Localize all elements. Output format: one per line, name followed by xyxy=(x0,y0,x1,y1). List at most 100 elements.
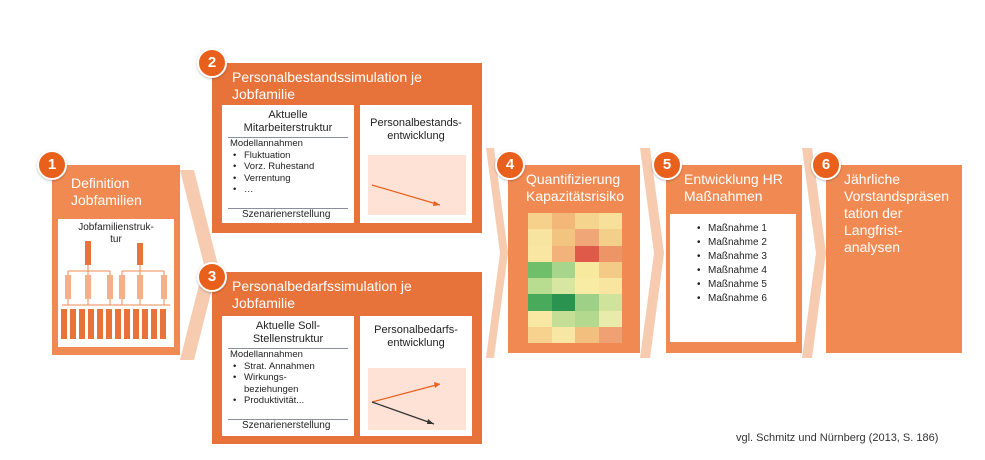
heatmap-cell xyxy=(598,213,622,230)
arrowhead xyxy=(433,201,440,206)
step-1-box: Definition Jobfamilien Jobfamilienstruk-… xyxy=(52,165,180,355)
heatmap-cell xyxy=(551,294,575,311)
heatmap-cell xyxy=(528,310,552,327)
step-1-badge: 1 xyxy=(37,150,67,180)
measure-item: Maßnahme 2 xyxy=(697,236,767,250)
heatmap-cell xyxy=(528,294,552,311)
personnel-stock-chart xyxy=(368,155,466,215)
heatmap-cell xyxy=(598,261,622,278)
measure-item: Maßnahme 1 xyxy=(697,222,767,236)
step-3-scenario-label: Szenarienerstellung xyxy=(242,420,331,431)
step-3-right-panel: Personalbedarfs- entwicklung xyxy=(360,316,472,436)
divider xyxy=(228,208,348,209)
measure-item: Maßnahme 3 xyxy=(697,250,767,264)
measure-item: Maßnahme 6 xyxy=(697,292,767,306)
step-5-box: Entwicklung HR Maßnahmen Maßnahme 1 Maßn… xyxy=(666,165,802,353)
step-3-left-panel: Aktuelle Soll- Stellenstruktur Modellann… xyxy=(222,316,354,436)
heatmap-cell xyxy=(528,261,552,278)
heatmap-cell xyxy=(598,326,622,343)
step-3-title: Personalbedarfssimulation je Jobfamilie xyxy=(232,278,412,311)
step-3-assumptions: Modellannahmen Strat. Annahmen Wirkungs-… xyxy=(230,349,315,407)
assumption-item: Fluktuation xyxy=(233,150,314,162)
step-6-box: Jährliche Vorstandspräsen tation der Lan… xyxy=(826,165,962,353)
step-2-title: Personalbestandssimulation je Jobfamilie xyxy=(232,69,422,102)
heatmap-cell xyxy=(551,245,575,262)
step-2-right-panel: Personalbestands- entwicklung xyxy=(360,105,472,223)
heatmap-cell xyxy=(528,245,552,262)
citation: vgl. Schmitz und Nürnberg (2013, S. 186) xyxy=(736,432,939,444)
arrowhead xyxy=(434,382,440,388)
heatmap-cell xyxy=(551,278,575,295)
capacity-risk-heatmap xyxy=(528,213,622,343)
divider xyxy=(228,419,348,420)
assumption-item: Strat. Annahmen xyxy=(233,361,315,373)
heatmap-cell xyxy=(575,310,599,327)
step-2-badge: 2 xyxy=(197,48,227,78)
step-2-left-header: Aktuelle Mitarbeiterstruktur xyxy=(243,109,333,134)
heatmap-cell xyxy=(598,245,622,262)
step-2-right-header: Personalbestands- entwicklung xyxy=(370,117,462,142)
step-6-title: Jährliche Vorstandspräsen tation der Lan… xyxy=(844,171,950,255)
heatmap-cell xyxy=(551,261,575,278)
heatmap-cell xyxy=(575,229,599,246)
assumption-item: … xyxy=(233,184,314,196)
step-3-right-header: Personalbedarfs- entwicklung xyxy=(374,324,458,349)
step-6-badge: 6 xyxy=(811,150,841,180)
heatmap-cell xyxy=(528,326,552,343)
step-2-left-panel: Aktuelle Mitarbeiterstruktur Modellannah… xyxy=(222,105,354,223)
heatmap-cell xyxy=(575,278,599,295)
heatmap-cell xyxy=(551,310,575,327)
heatmap-cell xyxy=(551,229,575,246)
step-3-badge: 3 xyxy=(197,262,227,292)
step-3-box: Personalbedarfssimulation je Jobfamilie … xyxy=(212,272,482,444)
heatmap-cell xyxy=(575,213,599,230)
assumption-item: Vorz. Ruhestand xyxy=(233,161,314,173)
heatmap-cell xyxy=(598,310,622,327)
heatmap-cell xyxy=(528,278,552,295)
arrowhead xyxy=(427,419,434,424)
heatmap-cell xyxy=(575,261,599,278)
heatmap-cell xyxy=(575,326,599,343)
step-1-title: Definition Jobfamilien xyxy=(71,175,142,208)
increase-line xyxy=(371,383,441,403)
step-4-box: Quantifizierung Kapazitätsrisiko xyxy=(508,165,640,353)
assumptions-title: Modellannahmen xyxy=(230,138,303,149)
heatmap-cell xyxy=(598,278,622,295)
measure-item: Maßnahme 5 xyxy=(697,278,767,292)
divider xyxy=(228,348,348,349)
heatmap-cell xyxy=(575,245,599,262)
step-5-badge: 5 xyxy=(652,150,682,180)
measures-panel: Maßnahme 1 Maßnahme 2 Maßnahme 3 Maßnahm… xyxy=(670,214,796,342)
heatmap-cell xyxy=(551,213,575,230)
divider xyxy=(228,137,348,138)
step-2-scenario-label: Szenarienerstellung xyxy=(242,209,331,220)
heatmap-cell xyxy=(551,326,575,343)
step-3-left-header: Aktuelle Soll- Stellenstruktur xyxy=(252,320,324,345)
heatmap-panel xyxy=(528,213,622,343)
step-2-assumptions: Modellannahmen Fluktuation Vorz. Ruhesta… xyxy=(230,138,314,196)
chart-background xyxy=(368,155,466,215)
decline-line xyxy=(371,401,435,425)
assumptions-title: Modellannahmen xyxy=(230,349,303,360)
assumption-item: Verrentung xyxy=(233,173,314,185)
jobfamily-structure-title: Jobfamilienstruk- tur xyxy=(78,222,154,245)
heatmap-cell xyxy=(575,294,599,311)
measures-list: Maßnahme 1 Maßnahme 2 Maßnahme 3 Maßnahm… xyxy=(694,222,767,306)
arrow-5-to-6 xyxy=(802,148,826,358)
personnel-demand-chart xyxy=(368,368,466,430)
step-4-title: Quantifizierung Kapazitätsrisiko xyxy=(526,171,625,204)
step-2-box: Personalbestandssimulation je Jobfamilie… xyxy=(212,63,482,233)
assumption-item: Wirkungs- beziehungen xyxy=(233,372,315,395)
arrow-23-to-4 xyxy=(486,148,508,358)
assumption-item: Produktivität... xyxy=(233,395,315,407)
arrow-4-to-5 xyxy=(640,148,664,358)
measure-item: Maßnahme 4 xyxy=(697,264,767,278)
step-4-badge: 4 xyxy=(495,150,525,180)
jobfamily-structure-panel: Jobfamilienstruk- tur xyxy=(58,219,174,347)
heatmap-cell xyxy=(598,294,622,311)
heatmap-cell xyxy=(528,229,552,246)
heatmap-cell xyxy=(598,229,622,246)
step-5-title: Entwicklung HR Maßnahmen xyxy=(684,171,783,204)
heatmap-cell xyxy=(528,213,552,230)
decline-line xyxy=(371,184,441,206)
